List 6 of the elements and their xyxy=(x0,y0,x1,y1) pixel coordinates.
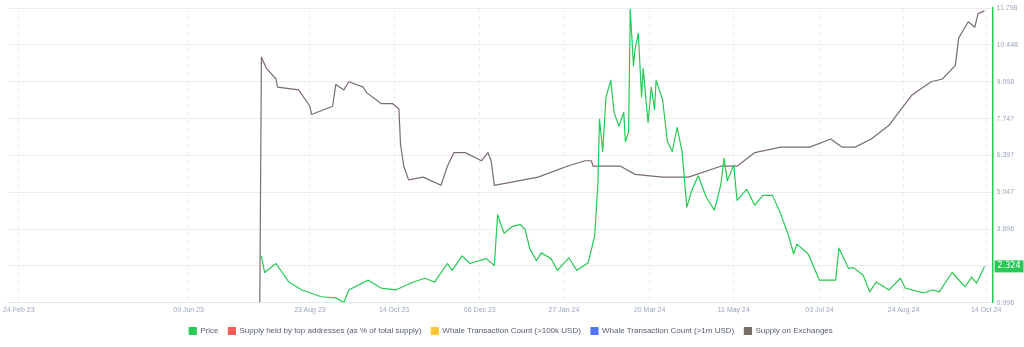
legend-label: Supply held by top addresses (as % of total supply) xyxy=(239,326,422,336)
legend-label: Price xyxy=(200,326,219,336)
annotation: 2.324 xyxy=(997,261,1021,271)
legend-label: Whale Transaction Count (>100k USD) xyxy=(442,326,582,336)
legend-label: Whale Transaction Count (>1m USD) xyxy=(601,326,735,336)
legend-label: Supply on Exchanges xyxy=(755,326,833,336)
